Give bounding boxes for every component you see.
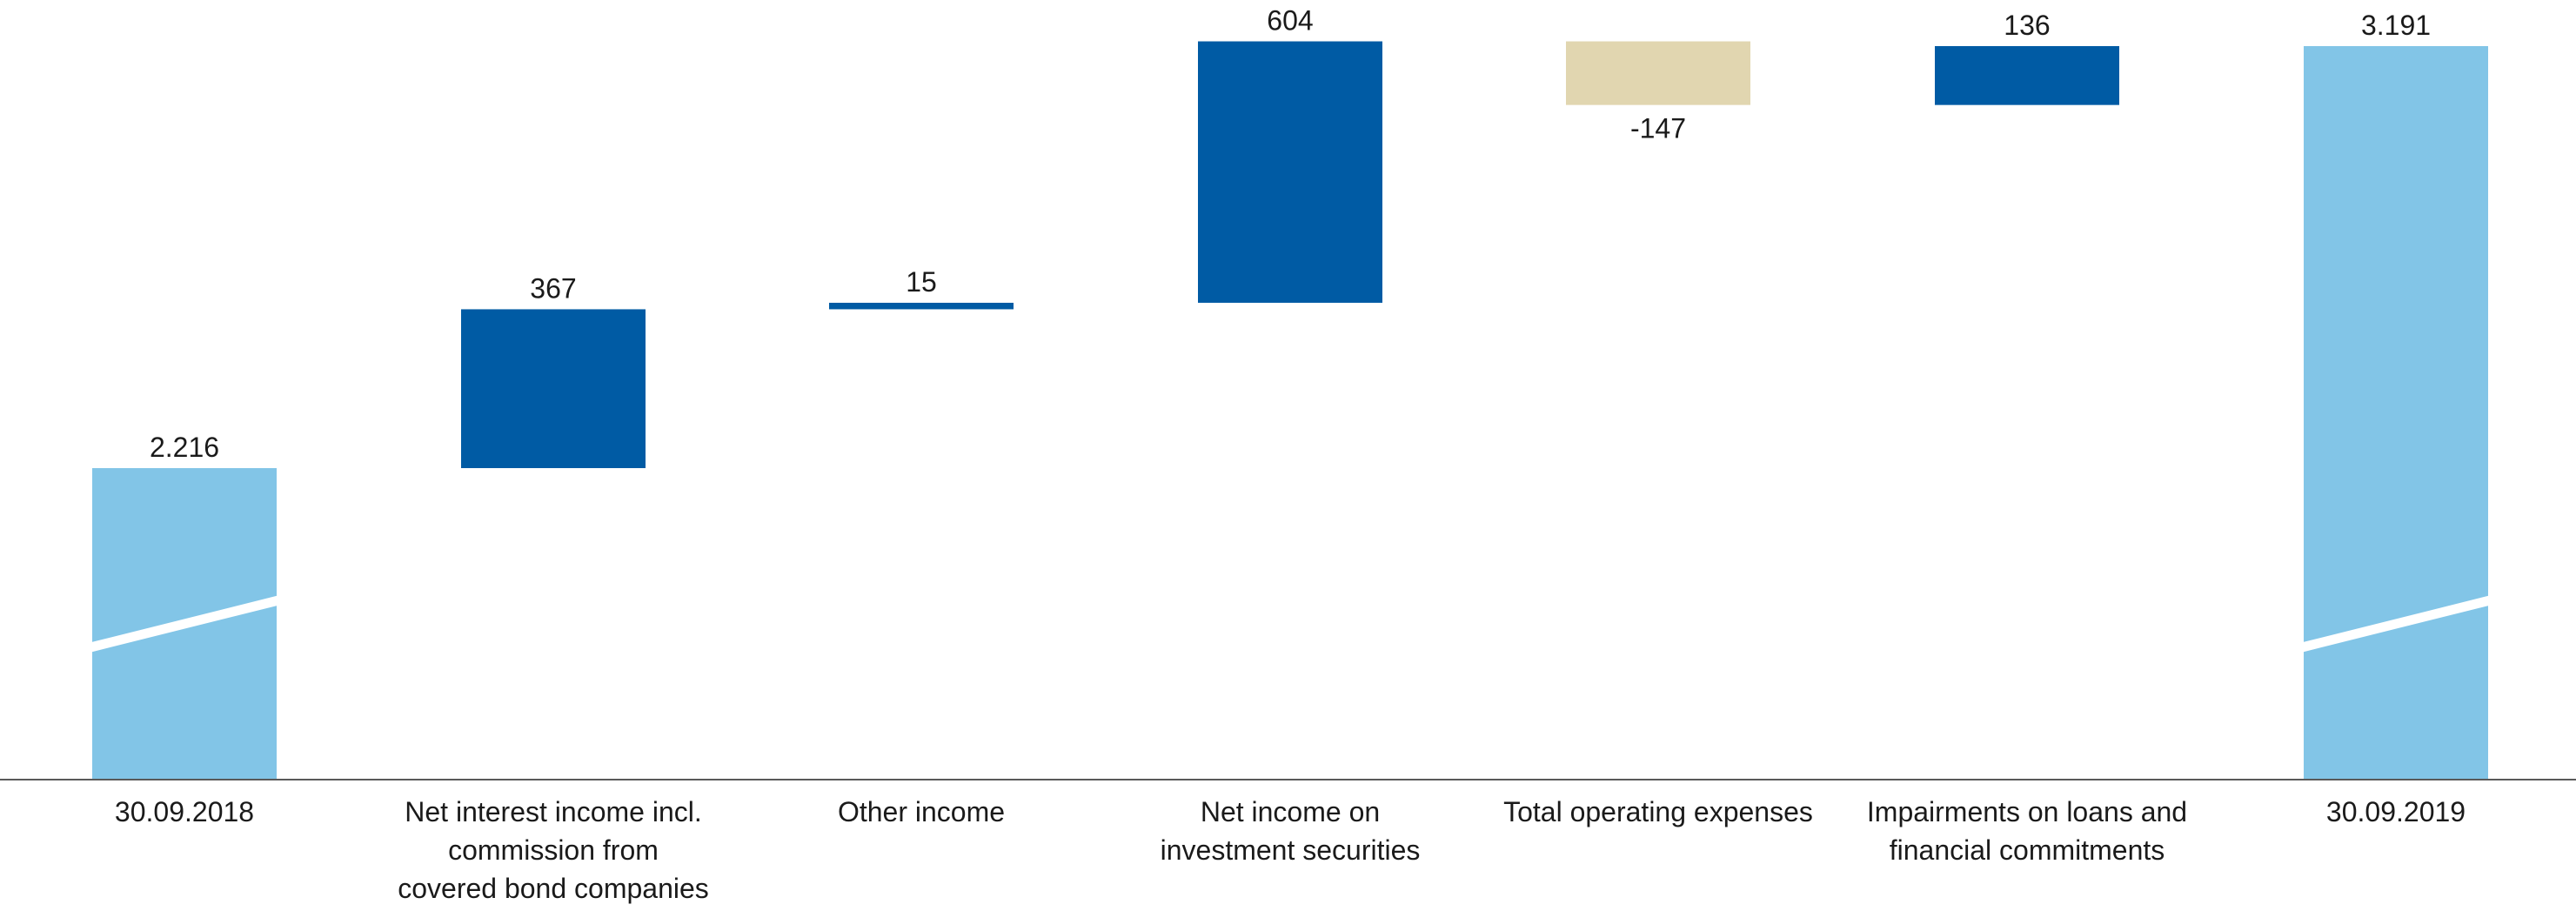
category-label: 30.09.2018: [115, 796, 254, 827]
category-label: Net interest income incl. commission from…: [398, 796, 709, 904]
value-label: 3.191: [2361, 10, 2431, 41]
category-label: 30.09.2019: [2326, 796, 2466, 827]
bar-3: [829, 303, 1014, 309]
value-label: 604: [1267, 5, 1313, 37]
bar-5: [1566, 42, 1750, 105]
value-label: 15: [906, 266, 937, 298]
category-label: Net income on investment securities: [1161, 796, 1421, 866]
bar-4: [1198, 42, 1382, 303]
category-label: Other income: [838, 796, 1005, 827]
value-label: 136: [2004, 10, 2050, 41]
category-label: Total operating expenses: [1503, 796, 1813, 827]
value-label: -147: [1630, 113, 1686, 144]
value-label: 2.216: [150, 432, 219, 463]
bar-7: [2304, 46, 2488, 780]
value-label: 367: [530, 272, 576, 304]
category-label: Impairments on loans and financial commit…: [1867, 796, 2187, 866]
bar-6: [1935, 46, 2119, 105]
bar-2: [461, 309, 646, 468]
